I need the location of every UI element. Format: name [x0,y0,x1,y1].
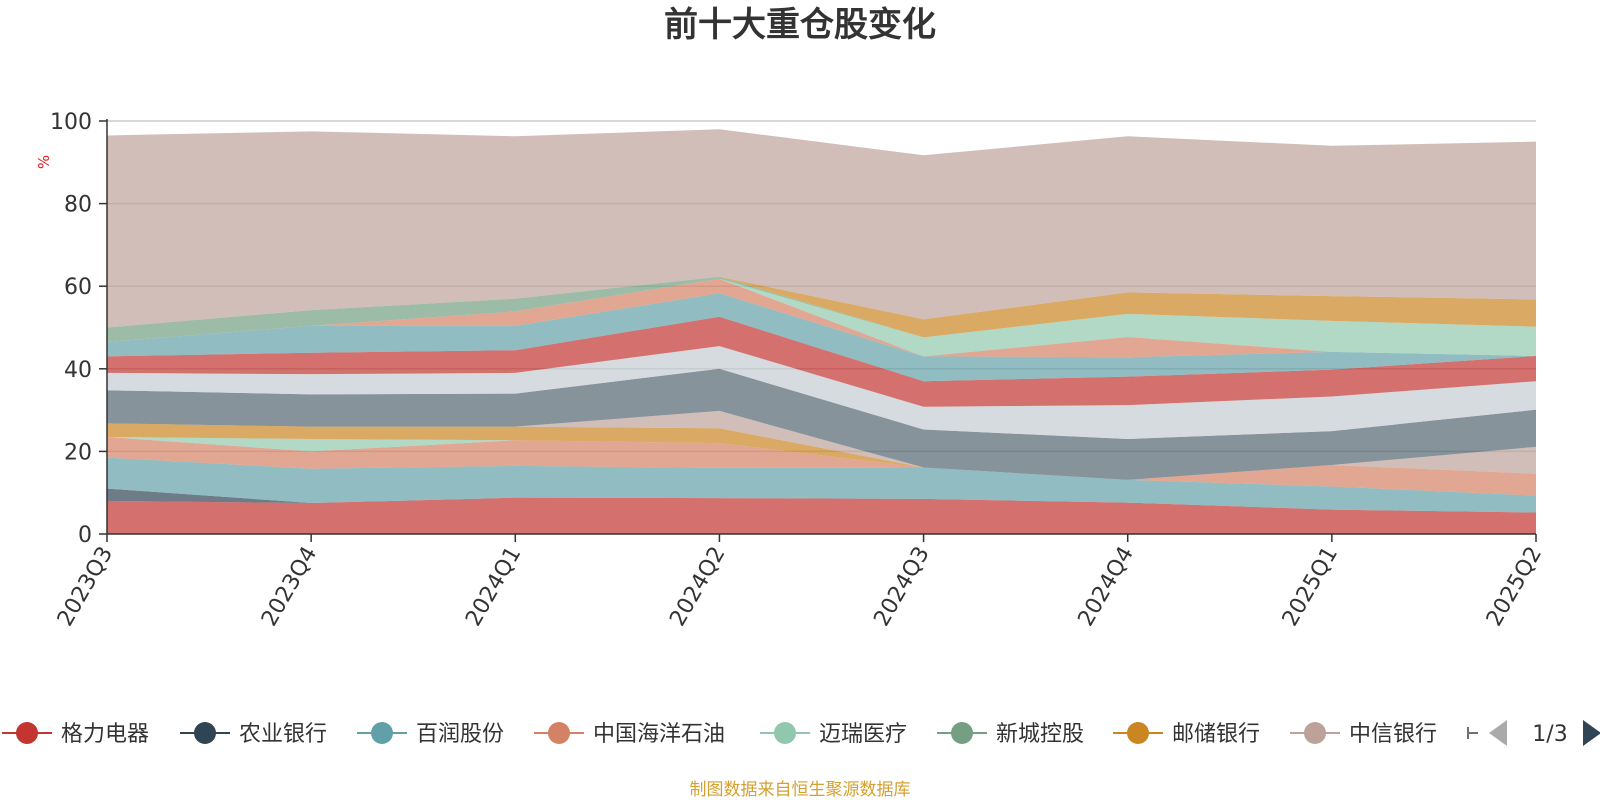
legend-label: 新城控股 [996,722,1084,747]
area-招商银行 [107,368,1536,480]
x-tick-label: 2023Q4 [257,543,322,631]
legend-item-中国海洋石油[interactable]: 中国海洋石油 [534,722,725,747]
area-贵州茅台 [107,346,1536,440]
legend-label: 中国海洋石油 [593,722,725,747]
x-tick-label: 2025Q1 [1278,543,1343,631]
area-迈瑞医疗 [107,436,1536,480]
axes [99,119,1537,542]
x-tick-labels: 2023Q3 2023Q4 2024Q1 2024Q2 2024Q3 2024Q4 2025… [53,543,1547,631]
y-tick-label: 60 [64,275,92,300]
area-格力电器 [107,497,1536,534]
y-tick-labels: 0 20 40 60 80 100 [50,110,92,548]
x-tick-label: 2024Q4 [1074,543,1139,631]
legend-item-中信银行[interactable]: 中信银行 [1290,722,1437,747]
x-tick-label: 2024Q2 [665,543,730,631]
area-series [107,129,1536,534]
y-tick-label: 0 [78,523,92,548]
legend-marker [548,722,570,744]
legend-marker [194,722,216,744]
source-note: 制图数据来自恒生聚源数据库 [690,780,911,800]
area-其他 [107,129,1536,328]
x-tick-label: 2023Q3 [53,543,118,631]
legend-item-百润股份[interactable]: 百润股份 [357,722,504,747]
legend-prev-arrow-icon[interactable] [1489,720,1507,746]
area-宁德时代 [107,276,1536,338]
legend-marker [1127,722,1149,744]
legend: 格力电器 农业银行 百润股份 中国海洋石油 迈瑞医疗 新城控股 邮储银行 中信银行 [2,722,1478,747]
area-中信银行 [107,410,1536,480]
y-tick-label: 20 [64,440,92,465]
legend-label: 邮储银行 [1172,722,1260,747]
legend-marker [774,722,796,744]
y-tick-label: 40 [64,358,92,383]
area-中国海洋石油 [107,436,1536,496]
area-中国平安 [107,278,1536,358]
x-tick-label: 2024Q1 [461,543,526,631]
legend-item-新城控股[interactable]: 新城控股 [937,722,1084,747]
x-tick-label: 2024Q3 [869,543,934,631]
legend-marker [371,722,393,744]
chart-title: 前十大重仓股变化 [664,5,936,45]
legend-pager: 1/3 [1489,720,1600,747]
x-tick-label: 2025Q2 [1482,543,1547,631]
area-紫金矿业 [107,278,1536,357]
y-tick-label: 100 [50,110,92,135]
area-美的集团 [107,316,1536,407]
legend-label: 百润股份 [416,722,504,747]
legend-item-迈瑞医疗[interactable]: 迈瑞医疗 [760,722,907,747]
legend-label: 格力电器 [61,722,149,747]
area-邮储银行 [107,423,1536,480]
area-万科A [107,276,1536,342]
legend-marker [1304,722,1326,744]
y-tick-label: 80 [64,193,92,218]
legend-label: 迈瑞医疗 [819,722,907,747]
area-百润股份 [107,457,1536,513]
legend-page-indicator: 1/3 [1532,722,1567,747]
legend-item-邮储银行[interactable]: 邮储银行 [1113,722,1260,747]
legend-next-arrow-icon[interactable] [1583,720,1600,746]
legend-label: 农业银行 [239,722,327,747]
legend-item-农业银行[interactable]: 农业银行 [180,722,327,747]
legend-label: 中信银行 [1349,722,1437,747]
area-长江电力 [107,293,1536,382]
legend-marker [16,722,38,744]
legend-marker [951,722,973,744]
y-axis-label: % [35,155,53,169]
legend-item-格力电器[interactable]: 格力电器 [2,722,149,747]
